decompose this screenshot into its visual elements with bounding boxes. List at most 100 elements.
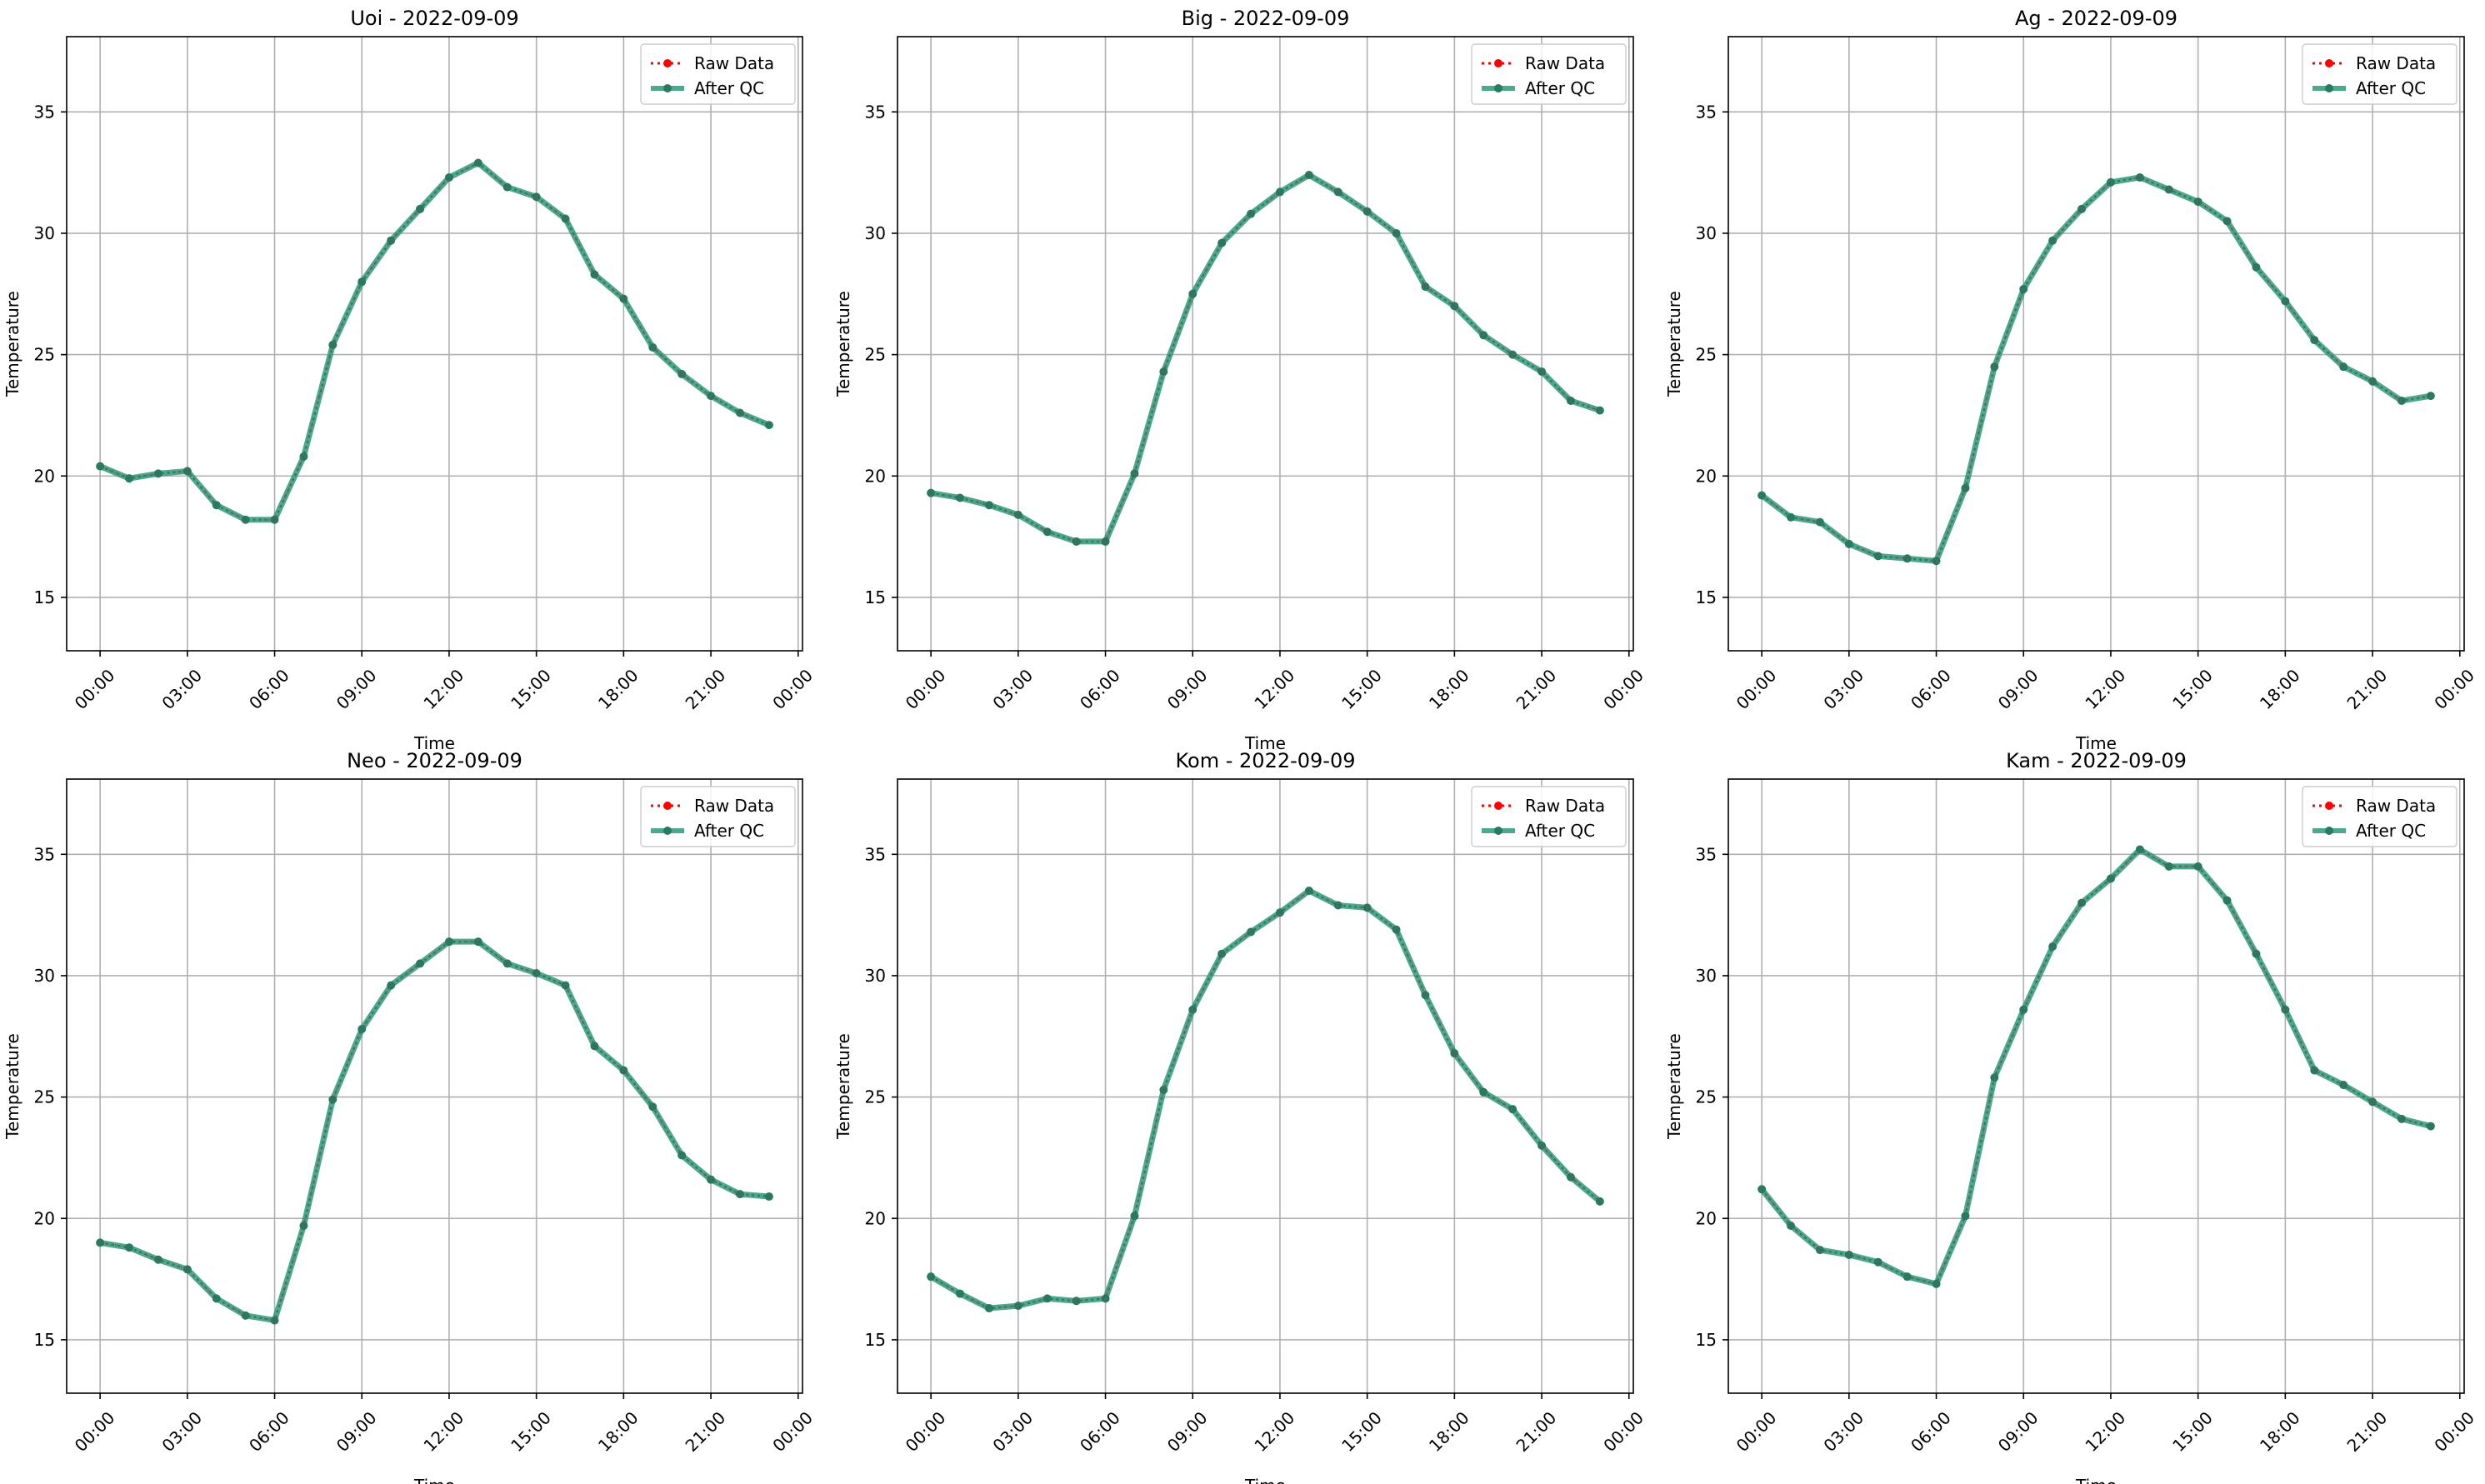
x-tick-label: 03:00 [1819, 665, 1868, 713]
legend-raw-label: Raw Data [2356, 53, 2436, 73]
x-tick-label: 06:00 [1076, 665, 1124, 713]
y-axis-label: Temperature [2, 291, 22, 397]
after-qc-point [764, 1192, 773, 1202]
chart-panel-6: 15 20 25 30 35 00:00 03:00 06:00 09:00 12:00 15:00… [1664, 749, 2478, 1484]
x-tick-label: 18:00 [1425, 1407, 1473, 1456]
x-axis-label: Time [2075, 733, 2117, 753]
x-tick-label: 03:00 [158, 665, 206, 713]
x-tick-label: 15:00 [1338, 665, 1386, 713]
y-tick-label: 15 [34, 587, 55, 607]
grid [67, 37, 802, 651]
y-tick-label: 25 [865, 345, 886, 365]
legend-qc-marker [663, 827, 672, 835]
after-qc-dotted-core [1761, 847, 2432, 1286]
after-qc-point [1304, 887, 1313, 895]
x-tick-label: 12:00 [420, 665, 468, 713]
y-tick-label: 25 [1696, 345, 1717, 365]
x-tick-label: 12:00 [2082, 1407, 2130, 1456]
legend-raw-marker [663, 802, 672, 810]
y-tick-label: 15 [1696, 587, 1717, 607]
y-tick-label: 25 [865, 1087, 886, 1107]
y-tick-label: 20 [1696, 466, 1717, 486]
after-qc-point [678, 369, 687, 378]
legend: Raw Data After QC [640, 43, 796, 105]
chart-title: Kam - 2022-09-09 [2006, 749, 2187, 772]
x-tick-label: 09:00 [1994, 665, 2042, 713]
x-axis-label: Time [1244, 1476, 1286, 1484]
after-qc-point [1159, 1085, 1168, 1094]
y-tick-label: 35 [34, 844, 55, 864]
x-tick-label: 00:00 [71, 1407, 119, 1456]
legend: Raw Data After QC [1471, 43, 1627, 105]
after-qc-point [735, 408, 744, 417]
after-qc-point [2135, 845, 2144, 854]
after-qc-dotted-core [930, 889, 1601, 1310]
series-after-qc-line [1758, 174, 2434, 564]
axes-frame [1728, 36, 2465, 652]
x-tick-label: 12:00 [420, 1407, 468, 1456]
after-qc-point [153, 469, 162, 478]
x-tick-label: 18:00 [2256, 665, 2304, 713]
y-axis-label: Temperature [1664, 291, 1684, 397]
series-after-qc-line [97, 159, 772, 523]
after-qc-dotted-core [99, 940, 769, 1322]
after-qc-point [2019, 284, 2028, 293]
after-qc-point [532, 969, 541, 978]
chart-title: Neo - 2022-09-09 [347, 749, 522, 772]
legend: Raw Data After QC [2302, 786, 2458, 847]
x-axis-label: Time [1244, 733, 1286, 753]
x-tick-label: 15:00 [2168, 665, 2217, 713]
legend-qc-label: After QC [694, 78, 764, 98]
legend-qc-marker [1494, 84, 1502, 92]
legend-qc-marker [2325, 84, 2333, 92]
x-tick-label: 00:00 [1599, 665, 1648, 713]
legend: Raw Data After QC [1471, 786, 1627, 847]
after-qc-point [153, 1255, 162, 1264]
y-axis-label: Temperature [1664, 1033, 1684, 1140]
axes-frame [66, 778, 803, 1394]
legend-qc-label: After QC [1525, 821, 1595, 841]
after-qc-point [2426, 1122, 2435, 1131]
chart-title: Big - 2022-09-09 [1182, 7, 1350, 30]
after-qc-point [1333, 187, 1342, 197]
x-tick-label: 00:00 [2430, 665, 2478, 713]
after-qc-point [1566, 396, 1575, 405]
x-tick-label: 00:00 [902, 665, 950, 713]
legend-raw-label: Raw Data [694, 796, 774, 816]
after-qc-point [1844, 1250, 1853, 1259]
y-tick-label: 25 [34, 345, 55, 365]
legend-qc-label: After QC [1525, 78, 1595, 98]
grid [898, 779, 1633, 1393]
x-tick-label: 00:00 [71, 665, 119, 713]
axes-frame [66, 36, 803, 652]
grid [898, 37, 1633, 651]
after-qc-point [532, 192, 541, 202]
chart-title: Ag - 2022-09-09 [2015, 7, 2178, 30]
x-tick-label: 12:00 [1251, 665, 1299, 713]
after-qc-point [1787, 1222, 1796, 1230]
chart-panel-5: 15 20 25 30 35 00:00 03:00 06:00 09:00 12:00 15:00… [833, 749, 1648, 1484]
after-qc-point [2368, 1097, 2378, 1107]
legend: Raw Data After QC [640, 786, 796, 847]
after-qc-point [1990, 362, 1999, 372]
chart-title: Uoi - 2022-09-09 [350, 7, 518, 30]
legend-qc-label: After QC [2356, 821, 2426, 841]
axes-frame [897, 36, 1634, 652]
x-tick-label: 21:00 [682, 1407, 730, 1456]
series-after-qc-line [928, 887, 1603, 1312]
after-qc-point [1844, 539, 1853, 548]
after-qc-point [1932, 557, 1941, 566]
y-tick-label: 15 [34, 1330, 55, 1350]
x-tick-label: 21:00 [2343, 1407, 2392, 1456]
x-tick-label: 21:00 [1512, 1407, 1561, 1456]
y-tick-label: 20 [865, 1208, 886, 1228]
y-tick-label: 20 [34, 1208, 55, 1228]
after-qc-point [735, 1190, 744, 1199]
legend-raw-marker [1494, 59, 1502, 67]
y-tick-label: 30 [34, 223, 55, 243]
after-qc-point [956, 1289, 965, 1298]
x-tick-label: 18:00 [594, 665, 642, 713]
series-after-qc-line [97, 938, 772, 1324]
x-tick-label: 09:00 [1163, 665, 1212, 713]
y-tick-label: 25 [1696, 1087, 1717, 1107]
